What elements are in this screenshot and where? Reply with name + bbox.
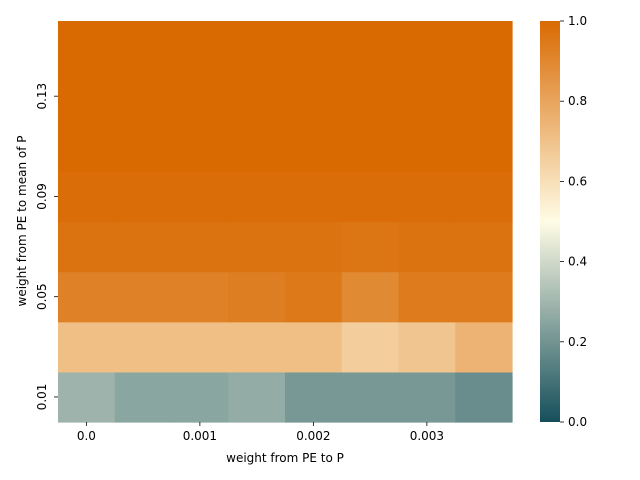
x-tick-label: 0.002 [296,429,330,443]
heatmap-cell [455,321,513,373]
heatmap-cell [114,271,173,323]
heatmap-cell [171,21,229,72]
y-tick-label: 0.09 [35,183,49,210]
heatmap-cell [114,121,173,172]
heatmap-cell [285,171,343,223]
heatmap-cell [114,371,173,423]
heatmap-cell [455,221,513,273]
heatmap-cell [285,221,343,273]
heatmap-cell [341,121,400,172]
heatmap-cell [58,271,116,323]
heatmap-cell [58,21,116,72]
heatmap-cell [285,121,343,172]
heatmap-cell [398,121,456,172]
colorbar-tick-label: 0.0 [568,415,587,429]
heatmap-cell [285,321,343,373]
x-tick-label: 0.001 [183,429,217,443]
heatmap-cell [171,121,229,172]
y-axis-label: weight from PE to mean of P [15,136,29,307]
heatmap-cell [114,171,173,223]
heatmap-cell [58,221,116,273]
heatmap-cell [398,271,456,323]
heatmap-cell [228,371,286,423]
colorbar-ticks: 0.0 0.2 0.4 0.6 0.8 1.0 [560,14,587,429]
heatmap-cell [455,21,513,72]
heatmap-cell [285,21,343,72]
heatmap-cell [171,371,229,423]
heatmap-cell [455,121,513,172]
heatmap-cell [455,271,513,323]
heatmap-cell [398,21,456,72]
heatmap-cell [171,271,229,323]
heatmap-cell [341,171,400,223]
heatmap-cell [58,321,116,373]
heatmap-cell [285,271,343,323]
colorbar: 0.0 0.2 0.4 0.6 0.8 1.0 [540,14,587,429]
heatmap-cells [58,21,513,423]
heatmap-cell [398,371,456,423]
y-tick-label: 0.13 [35,83,49,110]
heatmap-cell [58,121,116,172]
y-tick-label: 0.05 [35,283,49,310]
heatmap-cell [455,171,513,223]
heatmap-cell [398,171,456,223]
heatmap-cell [285,71,343,122]
heatmap-cell [58,171,116,223]
heatmap-cell [228,121,286,172]
heatmap-cell [228,171,286,223]
x-axis: 0.0 0.001 0.002 0.003 [77,422,444,443]
heatmap-cell [341,271,400,323]
heatmap-cell [228,321,286,373]
colorbar-tick-label: 0.4 [568,255,587,269]
colorbar-tick-label: 0.6 [568,174,587,188]
x-tick-label: 0.003 [410,429,444,443]
y-axis: 0.01 0.05 0.09 0.13 [35,83,58,410]
heatmap-cell [114,221,173,273]
x-tick-label: 0.0 [77,429,96,443]
heatmap-cell [455,371,513,423]
colorbar-tick-label: 0.2 [568,335,587,349]
heatmap-cell [398,221,456,273]
heatmap-cell [455,71,513,122]
colorbar-gradient [540,21,560,422]
heatmap-cell [228,221,286,273]
heatmap-cell [114,321,173,373]
heatmap-cell [341,71,400,122]
heatmap-cell [341,321,400,373]
heatmap-cell [285,371,343,423]
heatmap-cell [171,221,229,273]
heatmap-cell [398,321,456,373]
heatmap-cell [341,21,400,72]
x-axis-label: weight from PE to P [226,451,344,465]
heatmap-cell [58,371,116,423]
colorbar-tick-label: 0.8 [568,94,587,108]
heatmap-cell [171,171,229,223]
heatmap-cell [341,221,400,273]
colorbar-tick-label: 1.0 [568,14,587,28]
heatmap-cell [341,371,400,423]
heatmap-cell [114,71,173,122]
heatmap-cell [228,271,286,323]
heatmap-cell [398,71,456,122]
heatmap-cell [171,321,229,373]
heatmap-cell [228,21,286,72]
heatmap-cell [228,71,286,122]
heatmap-cell [114,21,173,72]
heatmap-cell [58,71,116,122]
y-tick-label: 0.01 [35,384,49,411]
heatmap-cell [171,71,229,122]
